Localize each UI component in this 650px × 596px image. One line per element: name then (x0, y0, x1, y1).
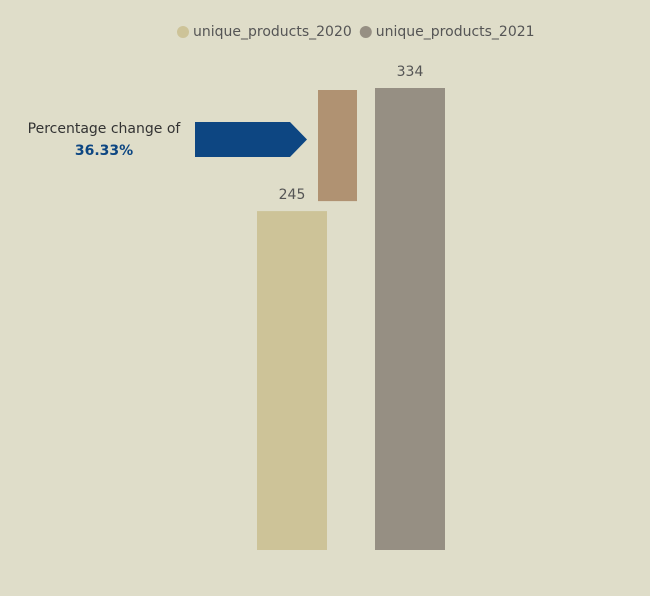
legend-label: unique_products_2020 (193, 24, 352, 40)
legend-swatch (177, 26, 189, 38)
bar (375, 88, 445, 550)
legend-swatch (359, 26, 372, 38)
legend-label: unique_products_2021 (376, 24, 535, 40)
annotation-text: Percentage change of (28, 121, 182, 137)
data-label: 334 (397, 64, 424, 80)
change-bar (318, 90, 357, 202)
data-label: 245 (279, 187, 306, 203)
annotation-value: 36.33% (75, 143, 133, 159)
bar (257, 211, 327, 550)
annotation-arrow (195, 122, 307, 157)
